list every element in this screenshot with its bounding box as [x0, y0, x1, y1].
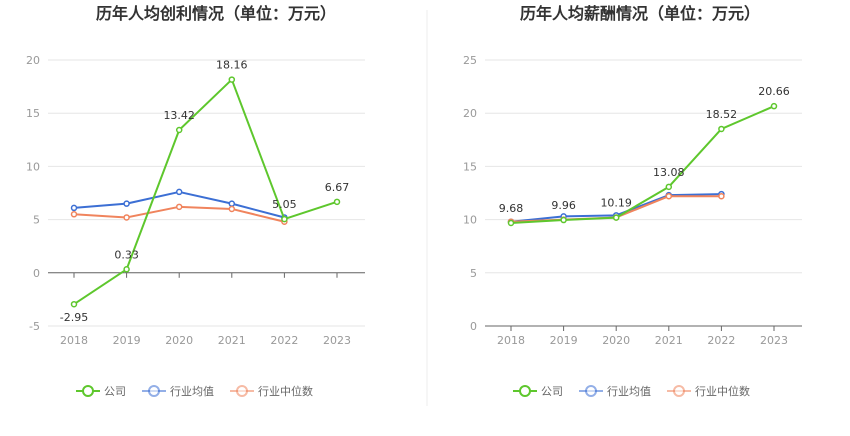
data-point: [507, 219, 515, 227]
legend-label: 行业均值: [170, 385, 214, 398]
data-point: [228, 76, 236, 83]
data-point: [175, 203, 183, 211]
series-line-公司: [510, 105, 775, 225]
data-point: [718, 125, 725, 133]
x-tick-label: 2019: [113, 334, 141, 347]
data-label: 13.08: [653, 166, 685, 179]
data-point: [123, 200, 130, 207]
data-point: [612, 214, 620, 221]
legend-label: 行业中位数: [258, 384, 313, 398]
legend-label: 公司: [541, 385, 563, 398]
legend-marker: [148, 385, 160, 397]
legend-marker: [673, 385, 685, 397]
data-point: [333, 198, 341, 206]
y-tick-label: 20: [26, 54, 40, 67]
y-tick-label: 10: [463, 214, 477, 227]
data-point: [175, 188, 183, 196]
y-tick-label: -5: [29, 320, 40, 333]
y-tick-label: 5: [470, 267, 477, 280]
data-label: 6.67: [325, 181, 350, 194]
y-tick-label: 25: [463, 54, 477, 67]
y-tick-label: 20: [463, 107, 477, 120]
data-label: 10.19: [600, 197, 632, 210]
data-label: 13.42: [163, 109, 195, 122]
y-tick-label: 10: [26, 160, 40, 173]
legend-item-公司[interactable]: 公司: [76, 385, 126, 398]
legend-label: 行业均值: [607, 385, 651, 398]
legend-marker: [519, 385, 531, 397]
x-tick-label: 2020: [165, 334, 193, 347]
data-point: [281, 215, 288, 223]
data-label: 9.96: [551, 199, 576, 212]
x-tick-label: 2022: [707, 334, 735, 347]
y-tick-label: 15: [463, 160, 477, 173]
data-label: 18.16: [216, 59, 248, 72]
data-point: [718, 192, 725, 200]
chart-title: 历年人均创利情况（单位：万元）: [96, 4, 336, 23]
data-point: [228, 200, 236, 207]
x-tick-label: 2021: [218, 334, 246, 347]
legend-item-行业中位数[interactable]: 行业中位数: [667, 384, 750, 398]
legend-item-行业中位数[interactable]: 行业中位数: [230, 384, 313, 398]
x-tick-label: 2018: [497, 334, 525, 347]
data-label: -2.95: [60, 311, 88, 324]
data-point: [70, 211, 78, 218]
legend-label: 公司: [104, 385, 126, 398]
data-point: [123, 266, 130, 273]
x-tick-label: 2018: [60, 334, 88, 347]
data-point: [228, 205, 236, 213]
y-tick-label: 5: [33, 214, 40, 227]
legend-item-行业均值[interactable]: 行业均值: [579, 385, 651, 398]
data-point: [665, 183, 673, 191]
chart-1: 历年人均创利情况（单位：万元） -5 0 5 10 15 20 2018 2019 2020 202…: [26, 4, 365, 398]
data-point: [665, 192, 673, 200]
chart-title: 历年人均薪酬情况（单位：万元）: [520, 4, 760, 23]
legend-item-行业均值[interactable]: 行业均值: [142, 385, 214, 398]
data-label: 5.05: [272, 198, 297, 211]
chart-2: 历年人均薪酬情况（单位：万元） 0 5 10 15 20 25 2018 2019 2020 202…: [463, 4, 802, 398]
data-label: 20.66: [758, 85, 790, 98]
data-point: [70, 300, 78, 308]
data-point: [770, 102, 778, 110]
series-line-公司: [73, 78, 338, 306]
x-tick-label: 2023: [760, 334, 788, 347]
legend-item-公司[interactable]: 公司: [513, 385, 563, 398]
data-point: [175, 126, 183, 134]
legend-marker: [236, 385, 248, 397]
data-label: 0.33: [114, 248, 139, 261]
y-tick-label: 15: [26, 107, 40, 120]
data-label: 9.68: [499, 202, 524, 215]
x-tick-label: 2022: [270, 334, 298, 347]
legend-marker: [585, 385, 597, 397]
data-point: [123, 214, 130, 221]
x-tick-label: 2023: [323, 334, 351, 347]
y-tick-label: 0: [470, 320, 477, 333]
x-tick-label: 2021: [655, 334, 683, 347]
data-point: [70, 204, 78, 212]
legend-marker: [82, 385, 94, 397]
data-point: [560, 216, 567, 224]
legend-label: 行业中位数: [695, 384, 750, 398]
x-tick-label: 2020: [602, 334, 630, 347]
x-tick-label: 2019: [550, 334, 578, 347]
data-label: 18.52: [706, 108, 738, 121]
y-tick-label: 0: [33, 267, 40, 280]
